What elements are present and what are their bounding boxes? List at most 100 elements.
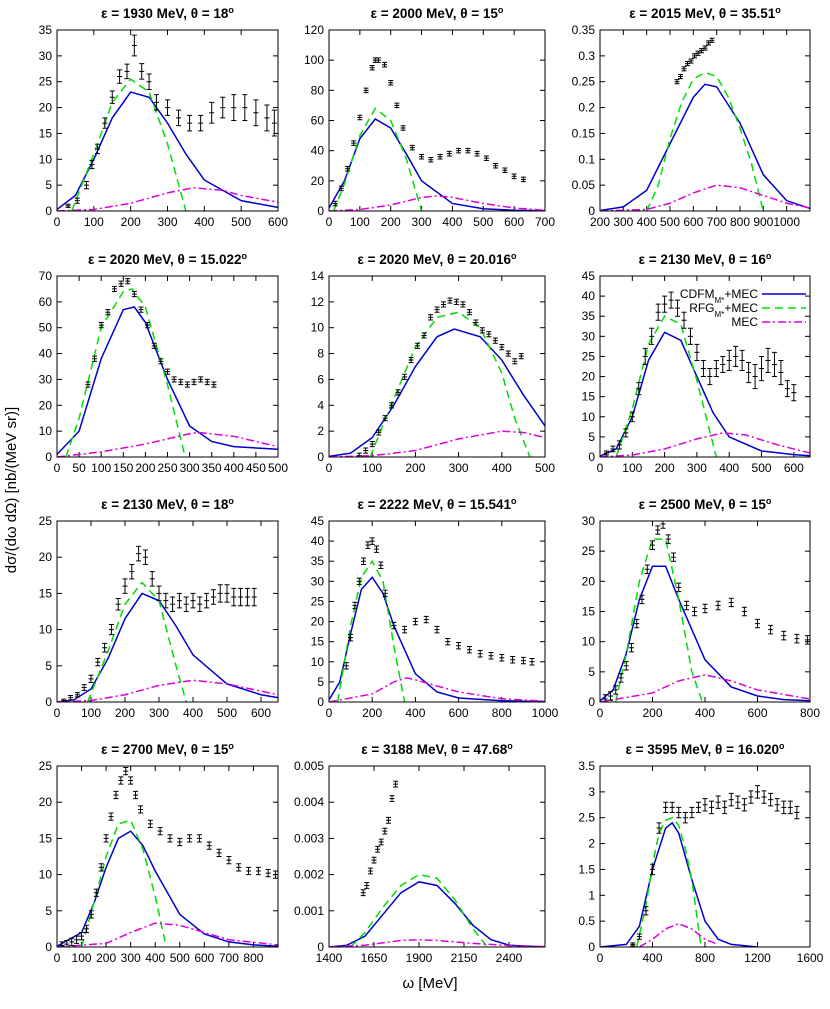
model-curve	[350, 873, 488, 947]
y-tick-label: 40	[311, 534, 325, 548]
x-tick-label: 200	[590, 215, 610, 229]
data-point	[242, 94, 248, 121]
plot-frame	[599, 29, 811, 212]
x-tick-label: 600	[449, 706, 469, 720]
data-point	[447, 297, 453, 304]
y-tick-label: 0.2	[578, 101, 595, 115]
data-point	[428, 314, 434, 321]
y-tick-label: 10	[39, 868, 53, 882]
y-tick-label: 0.3	[578, 49, 595, 63]
x-tick-label: 0	[597, 461, 604, 475]
x-tick-label: 600	[784, 461, 804, 475]
data-point	[343, 662, 349, 670]
data-point	[142, 549, 148, 565]
data-point	[618, 673, 624, 683]
data-point	[728, 597, 734, 608]
data-point	[83, 924, 89, 934]
x-tick-label: 0	[54, 461, 61, 475]
data-point	[217, 584, 223, 603]
x-tick-label: 300	[412, 215, 432, 229]
data-point	[702, 45, 708, 51]
title-superscript: o	[242, 251, 248, 261]
x-tick-label: 700	[219, 951, 239, 965]
data-point	[402, 373, 408, 380]
y-tick-label: 2	[317, 424, 324, 438]
data-point	[264, 104, 270, 132]
x-tick-label: 300	[149, 706, 169, 720]
model-curve	[71, 78, 187, 211]
model-curve	[80, 819, 168, 947]
x-tick-label: 200	[405, 461, 425, 475]
data-point	[123, 766, 129, 776]
y-tick-label: 10	[582, 635, 596, 649]
y-tick-label: 0	[45, 695, 52, 709]
title-text: ε = 2700 MeV, θ = 15	[101, 742, 229, 757]
y-tick-label: 12	[311, 295, 325, 309]
data-point	[477, 650, 483, 658]
data-point	[499, 654, 505, 662]
model-curve	[329, 195, 545, 211]
data-point	[512, 358, 518, 365]
x-tick-label: 200	[381, 215, 401, 229]
data-point	[226, 856, 232, 865]
data-point	[616, 440, 622, 450]
data-point	[357, 114, 363, 121]
y-tick-label: 0.001	[294, 904, 324, 918]
plot-area	[57, 545, 278, 702]
data-point	[692, 606, 697, 617]
model-curve	[615, 315, 718, 457]
data-point	[356, 452, 362, 457]
data-point	[662, 295, 668, 313]
x-tick-label: 100	[91, 461, 111, 475]
model-curve	[57, 830, 278, 947]
x-tick-label: 200	[96, 951, 116, 965]
y-tick-label: 2.5	[578, 811, 595, 825]
data-point	[64, 939, 70, 947]
data-point	[739, 349, 745, 372]
data-point	[488, 652, 494, 660]
data-point	[163, 592, 169, 609]
model-curve	[329, 881, 545, 947]
data-point	[695, 50, 701, 56]
data-point	[220, 96, 226, 119]
data-point	[196, 834, 202, 843]
y-tick-label: 35	[311, 554, 325, 568]
x-tick-label: 100	[81, 706, 101, 720]
model-curve	[57, 922, 278, 947]
data-point	[610, 445, 616, 453]
x-tick-label: 500	[473, 215, 493, 229]
panel: ε = 2020 MeV, θ = 20.016o 0 2 4 6 8 10 12 14 0 100…	[311, 251, 556, 475]
data-point	[486, 331, 492, 338]
x-tick-label: 600	[747, 706, 767, 720]
plot-frame	[328, 29, 546, 212]
plot-area	[57, 278, 278, 457]
data-point	[184, 381, 190, 388]
data-point	[153, 94, 159, 111]
data-point	[755, 785, 760, 799]
title-text: ε = 2130 MeV, θ = 16	[639, 252, 767, 267]
plot-frame	[56, 275, 279, 458]
data-point	[85, 381, 91, 388]
x-tick-label: 900	[753, 215, 773, 229]
model-curve	[86, 581, 187, 702]
title-superscript: o	[228, 741, 234, 751]
x-tick-label: 500	[535, 461, 555, 475]
data-point	[74, 692, 80, 698]
x-tick-label: 1400	[316, 951, 343, 965]
panel-title: ε = 2020 MeV, θ = 20.016o	[357, 251, 517, 267]
y-tick-label: 5	[45, 904, 52, 918]
x-tick-label: 1200	[744, 951, 771, 965]
model-curve	[369, 311, 531, 457]
data-point	[453, 298, 459, 305]
data-point	[456, 147, 462, 154]
data-point	[176, 592, 182, 609]
x-tick-label: 500	[231, 215, 251, 229]
y-tick-label: 80	[311, 83, 325, 97]
data-point	[149, 571, 155, 587]
data-point	[794, 633, 800, 644]
title-text: ε = 2000 MeV, θ = 15	[371, 6, 499, 21]
data-point	[147, 819, 153, 829]
data-point	[364, 882, 370, 889]
x-tick-label: 500	[660, 215, 680, 229]
x-tick-label: 700	[707, 215, 727, 229]
